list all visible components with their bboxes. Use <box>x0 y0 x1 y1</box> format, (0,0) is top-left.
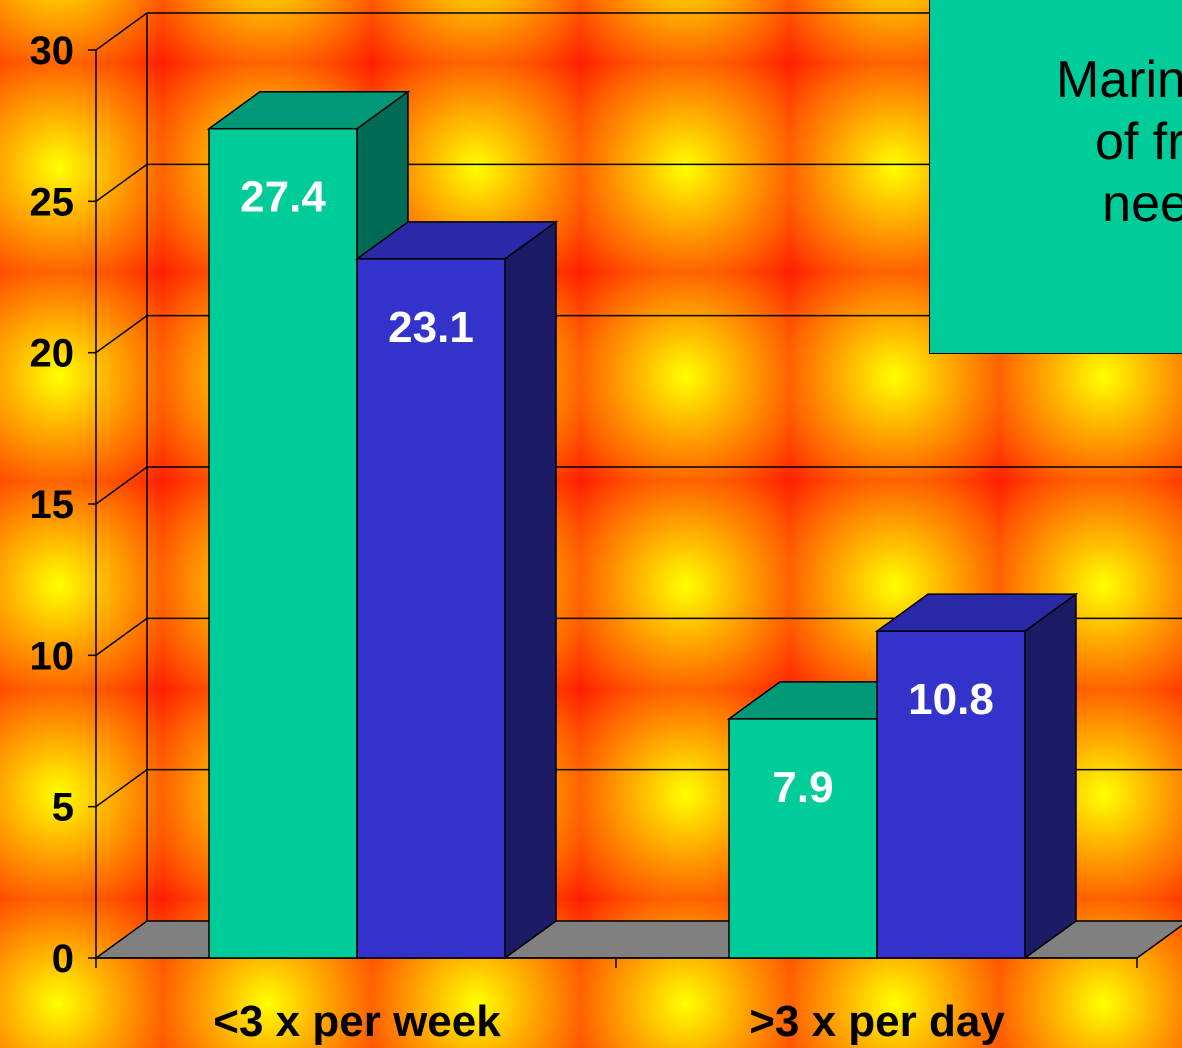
annotation-line: Marine & <box>1055 51 1182 109</box>
y-axis: 0 5 10 15 20 25 30 <box>30 29 1138 981</box>
data-label: 7.9 <box>772 763 833 812</box>
data-label: 27.4 <box>240 173 326 222</box>
bar <box>876 630 1026 959</box>
data-label: 23.1 <box>388 303 474 352</box>
y-tick-label: 25 <box>30 180 75 224</box>
bar-side <box>1024 592 1077 960</box>
bar <box>728 718 878 959</box>
bar <box>208 127 358 959</box>
data-labels: 27.4 23.1 7.9 10.8 <box>240 173 994 812</box>
annotation-text: Marine & of frui need <box>950 49 1182 235</box>
data-label: 10.8 <box>908 675 994 724</box>
annotation-box: Marine & of frui need <box>929 0 1182 354</box>
gridline-diagonal <box>95 769 148 808</box>
x-category-label: <3 x per week <box>213 997 501 1046</box>
gridline-diagonal <box>95 12 148 51</box>
y-tick-label: 30 <box>30 29 75 73</box>
gridline-diagonal <box>95 466 148 505</box>
annotation-line: need <box>1102 175 1182 233</box>
y-tick-label: 20 <box>30 332 75 376</box>
category-labels: <3 x per week >3 x per day <box>213 997 1005 1046</box>
y-tick-label: 10 <box>30 634 75 678</box>
bar <box>356 258 506 959</box>
bar-side <box>504 220 557 960</box>
gridline-diagonal <box>95 163 148 202</box>
y-tick-label: 0 <box>52 937 74 981</box>
x-category-label: >3 x per day <box>749 997 1005 1046</box>
bars <box>206 90 1079 960</box>
gridline-diagonal <box>95 617 148 656</box>
gridline-diagonal <box>95 315 148 354</box>
y-tick-label: 5 <box>52 786 74 830</box>
annotation-line: of frui <box>1094 113 1182 171</box>
y-tick-label: 15 <box>30 483 75 527</box>
